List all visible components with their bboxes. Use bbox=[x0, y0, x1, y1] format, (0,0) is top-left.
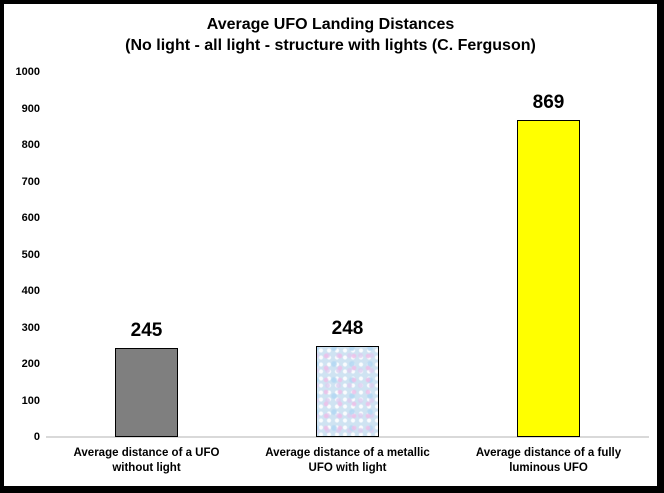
bar-value-label: 869 bbox=[532, 92, 565, 113]
y-axis-tick-label: 500 bbox=[21, 248, 40, 261]
y-axis-tick-label: 700 bbox=[21, 175, 40, 188]
y-axis-tick-label: 200 bbox=[21, 358, 40, 370]
plot-area: 245 Average distance of a UFO without ligh… bbox=[46, 72, 649, 474]
category-label: Average distance of a fully luminous UFO bbox=[448, 446, 649, 476]
bar bbox=[115, 348, 178, 437]
category-label: Average distance of a metallic UFO with l… bbox=[247, 446, 448, 476]
chart-title-block: Average UFO Landing Distances (No light … bbox=[4, 14, 657, 56]
y-axis-tick-label: 800 bbox=[21, 139, 40, 151]
bar-slot: 245 Average distance of a UFO without ligh… bbox=[46, 72, 247, 474]
category-label-line: UFO with light bbox=[308, 462, 387, 474]
y-axis-tick-label: 1000 bbox=[15, 66, 40, 78]
y-axis: 0 100 200 300 400 500 600 700 800 900 1000 bbox=[4, 4, 657, 486]
bar bbox=[517, 120, 580, 437]
category-label: Average distance of a UFO without light bbox=[46, 446, 247, 476]
y-axis-tick-label: 0 bbox=[33, 431, 40, 443]
y-axis-tick-label: 900 bbox=[21, 102, 40, 115]
y-axis-tick-label: 300 bbox=[21, 321, 40, 334]
category-label-line: Average distance of a UFO bbox=[73, 447, 220, 459]
bar-value-label: 245 bbox=[130, 320, 163, 341]
category-label-line: Average distance of a fully bbox=[475, 447, 622, 459]
y-axis-tick-label: 100 bbox=[21, 394, 40, 407]
bar bbox=[316, 346, 379, 437]
category-label-line: luminous UFO bbox=[509, 462, 588, 474]
category-label-line: Average distance of a metallic bbox=[265, 447, 430, 459]
y-axis-tick-label: 600 bbox=[21, 212, 40, 224]
y-axis-tick-label: 400 bbox=[21, 285, 40, 297]
chart-subtitle: (No light - all light - structure with l… bbox=[125, 37, 536, 54]
chart-title: Average UFO Landing Distances bbox=[206, 16, 455, 33]
x-axis-line bbox=[46, 436, 649, 438]
category-label-line: without light bbox=[112, 462, 181, 474]
bar-value-label: 248 bbox=[331, 318, 364, 339]
bar-slot: 248 Average distance of a metallic UFO wit… bbox=[247, 72, 448, 474]
bar-slot: 869 Average distance of a fully luminous U… bbox=[448, 72, 649, 474]
